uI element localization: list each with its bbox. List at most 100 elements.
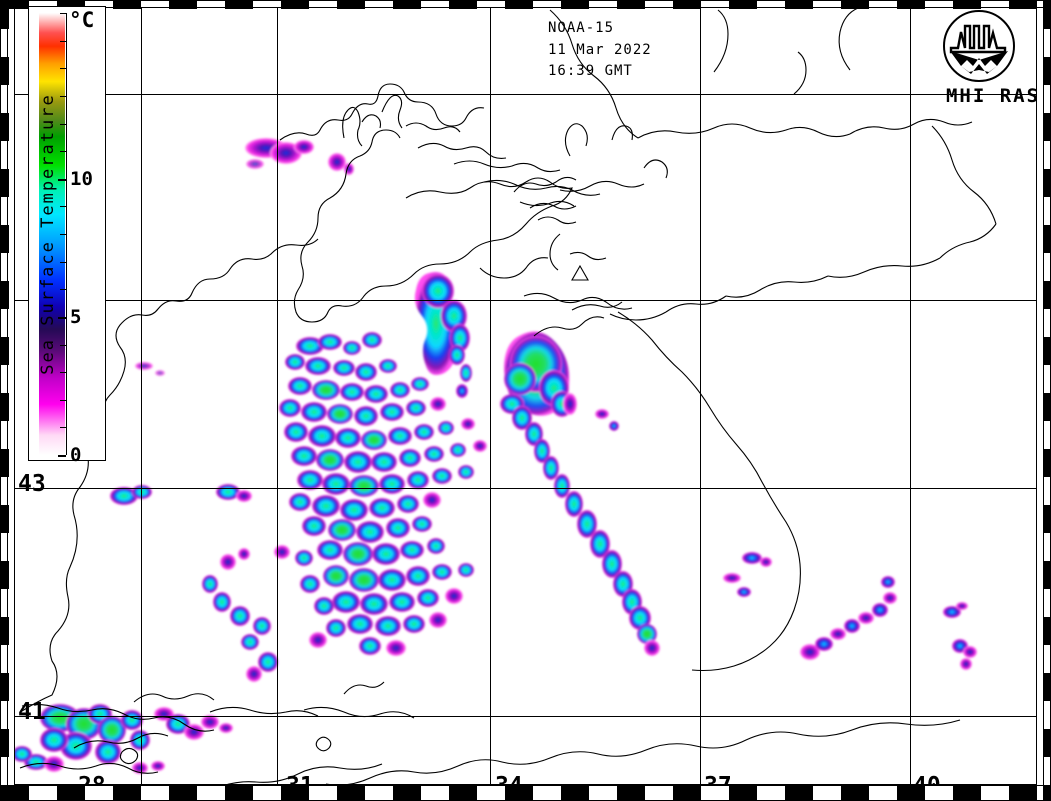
- frame-tick: [1, 337, 9, 365]
- frame-tick: [57, 786, 85, 801]
- colorbar-panel: 0 5 10 °C Sea Surface Temperature: [28, 6, 106, 466]
- gridline-horizontal: [14, 94, 1037, 95]
- frame-tick: [1, 225, 9, 253]
- frame-tick: [1, 449, 9, 477]
- frame-tick: [561, 1, 589, 9]
- frame-tick: [1, 281, 9, 309]
- frame-tick: [785, 786, 813, 801]
- coastline: [19, 7, 997, 785]
- colorbar-tick: [60, 399, 66, 401]
- frame-tick: [1044, 729, 1051, 757]
- frame-tick: [617, 786, 645, 801]
- frame-tick: [1009, 786, 1037, 801]
- gridline-horizontal: [14, 716, 1037, 717]
- frame-tick: [673, 1, 701, 9]
- frame-tick: [953, 786, 981, 801]
- sst-patch-group-central: [110, 332, 487, 682]
- colorbar-tick: [60, 289, 66, 291]
- frame-tick: [1, 785, 9, 801]
- frame-tick: [1, 1, 9, 29]
- colorbar-axis: [66, 13, 67, 455]
- gridline-vertical: [490, 6, 491, 785]
- gridline-vertical: [700, 6, 701, 785]
- frame-tick: [617, 1, 645, 9]
- frame-tick: [1044, 1, 1051, 29]
- frame-tick: [505, 786, 533, 801]
- sst-patch-group-nw: [135, 138, 354, 376]
- frame-tick: [841, 1, 869, 9]
- frame-tick: [1044, 281, 1051, 309]
- frame-tick: [393, 786, 421, 801]
- frame-tick: [1044, 57, 1051, 85]
- logo-label: MHI RAS: [945, 85, 1041, 107]
- colorbar-tick: [60, 427, 66, 429]
- colorbar-tick: [60, 40, 66, 42]
- colorbar-tick-label: 10: [70, 167, 93, 190]
- frame-tick: [1, 729, 9, 757]
- sst-patch-kerch: [500, 331, 660, 656]
- gridline-horizontal: [14, 300, 1037, 301]
- frame-tick: [281, 1, 309, 9]
- frame-tick: [1044, 449, 1051, 477]
- frame-tick: [1, 393, 9, 421]
- sst-field: [14, 138, 977, 774]
- frame-tick: [449, 786, 477, 801]
- frame-tick: [169, 786, 197, 801]
- satellite-name: NOAA-15: [548, 20, 615, 36]
- gridline-horizontal: [14, 488, 1037, 489]
- frame-tick: [1044, 337, 1051, 365]
- frame-tick: [1044, 561, 1051, 589]
- frame-tick: [561, 786, 589, 801]
- colorbar-tick: [60, 234, 66, 235]
- frame-tick: [897, 786, 925, 801]
- latitude-tick-label: 41: [18, 699, 46, 725]
- acquisition-info: NOAA-15 11 Mar 2022 16:39 GMT: [548, 18, 652, 83]
- frame-tick: [337, 1, 365, 9]
- colorbar-tick: [60, 123, 66, 125]
- colorbar-major-tick: [58, 316, 66, 319]
- frame-tick: [1, 57, 9, 85]
- colorbar-unit-label: °C: [69, 8, 95, 32]
- frame-tick: [1, 561, 9, 589]
- frame-tick: [841, 786, 869, 801]
- frame-tick: [1044, 673, 1051, 701]
- frame-tick: [1044, 169, 1051, 197]
- frame-tick: [1044, 785, 1051, 801]
- frame-tick: [1044, 113, 1051, 141]
- acquisition-date: 11 Mar 2022: [548, 41, 652, 58]
- colorbar-tick-label: 5: [70, 305, 82, 328]
- frame-tick: [1, 505, 9, 533]
- frame-tick: [449, 1, 477, 9]
- sst-raster-and-coastline: [14, 7, 997, 785]
- colorbar-title: Sea Surface Temperature: [38, 93, 58, 375]
- map-frame-top: [0, 0, 1051, 9]
- frame-tick: [1044, 393, 1051, 421]
- map-frame-bottom: [0, 785, 1051, 801]
- colorbar-tick: [60, 261, 66, 263]
- frame-tick: [1044, 505, 1051, 533]
- frame-tick: [505, 1, 533, 9]
- frame-tick: [1009, 1, 1037, 9]
- frame-tick: [281, 786, 309, 801]
- frame-tick: [113, 1, 141, 9]
- sst-map-plot: [14, 6, 1037, 785]
- colorbar-tick: [60, 372, 66, 374]
- latitude-tick-label: 43: [18, 471, 46, 497]
- frame-tick: [337, 786, 365, 801]
- frame-tick: [673, 786, 701, 801]
- colorbar-tick: [60, 68, 66, 70]
- frame-tick: [1, 169, 9, 197]
- colorbar-tick: [60, 151, 66, 153]
- frame-tick: [785, 1, 813, 9]
- frame-tick: [1, 673, 9, 701]
- colorbar-tick: [60, 13, 66, 14]
- colorbar-tick: [60, 95, 66, 97]
- colorbar-tick: [60, 344, 66, 346]
- gridline-vertical: [910, 6, 911, 785]
- frame-tick: [729, 1, 757, 9]
- frame-tick: [953, 1, 981, 9]
- frame-tick: [57, 1, 85, 9]
- colorbar-major-tick: [58, 455, 66, 457]
- gridline-vertical: [277, 6, 278, 785]
- mhi-ras-emblem-icon: [943, 10, 1015, 82]
